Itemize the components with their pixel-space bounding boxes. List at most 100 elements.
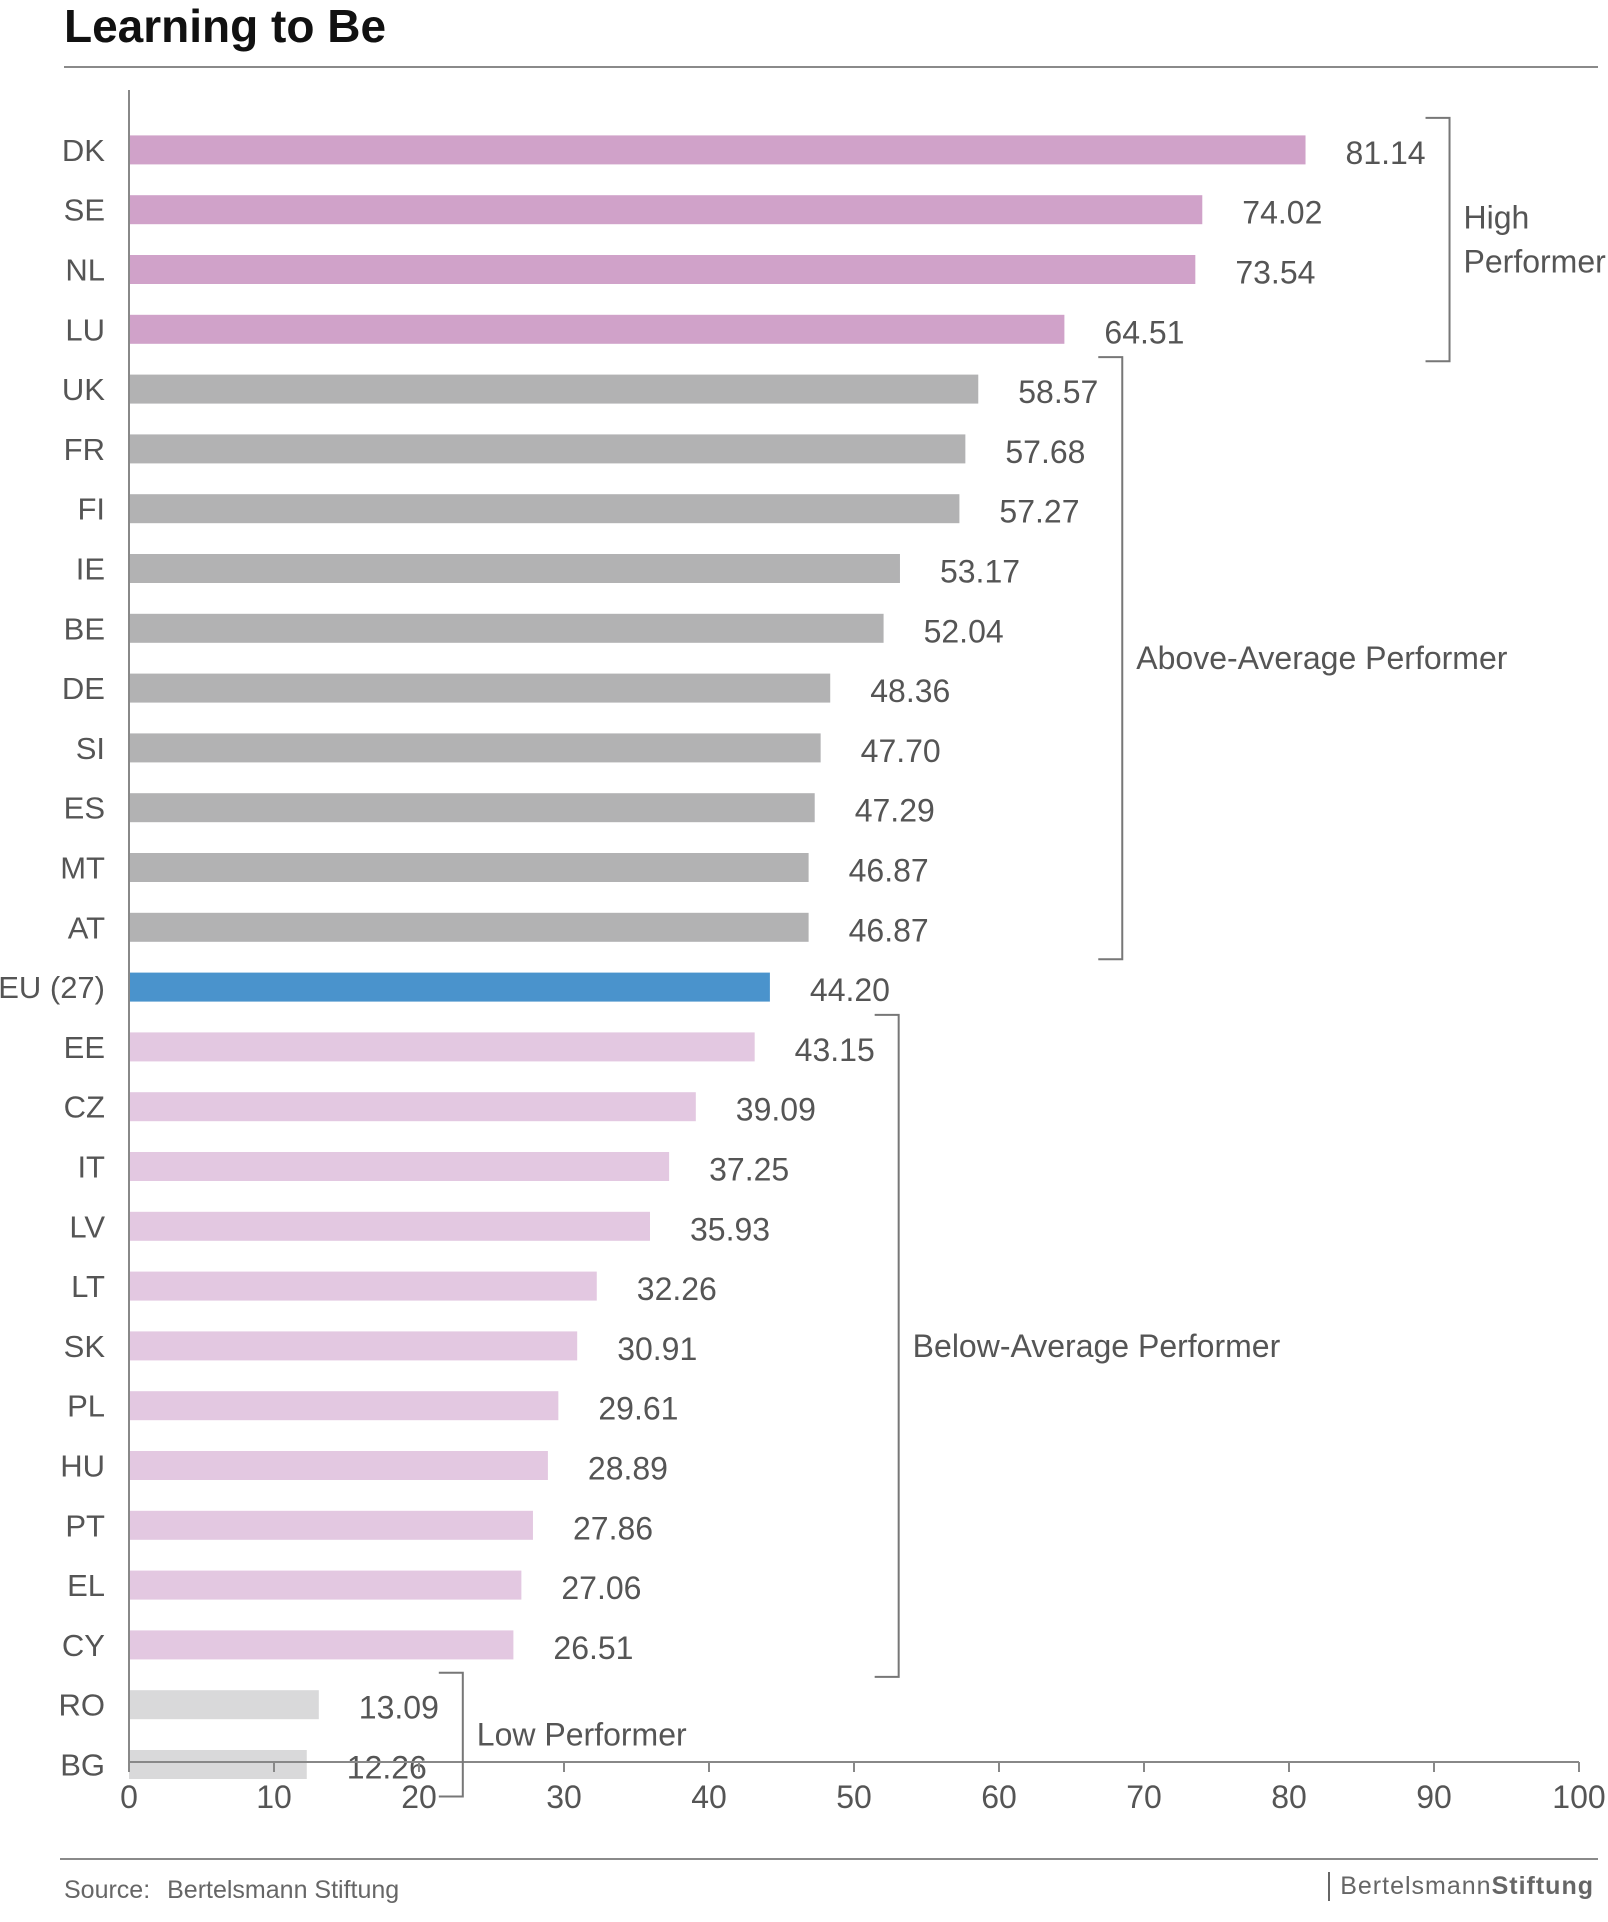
bar [129, 1152, 670, 1181]
group-bracket [1098, 356, 1124, 961]
value-label: 48.36 [870, 673, 950, 709]
value-label: 64.51 [1104, 314, 1184, 350]
value-label: 30.91 [617, 1331, 697, 1367]
value-label: 39.09 [736, 1092, 816, 1128]
brand-part1: Bertelsmann [1340, 1872, 1492, 1900]
category-label: DK [62, 133, 105, 168]
bar [129, 314, 1065, 344]
bar [129, 673, 831, 703]
value-label: 13.09 [359, 1690, 439, 1726]
value-label: 53.17 [940, 554, 1020, 590]
value-label: 26.51 [553, 1630, 633, 1666]
category-label: CZ [64, 1090, 105, 1125]
category-label: IE [76, 552, 105, 587]
bar [129, 1331, 578, 1361]
x-tick-label: 100 [1552, 1779, 1605, 1815]
bar [129, 1570, 522, 1600]
bar [129, 1271, 597, 1301]
category-label: PL [67, 1389, 105, 1424]
bar [129, 494, 960, 524]
value-label: 46.87 [849, 853, 929, 889]
bar [129, 972, 770, 1002]
value-label: 32.26 [637, 1271, 717, 1307]
group-label: Low Performer [477, 1717, 687, 1753]
bar [129, 1750, 307, 1779]
category-label: LV [69, 1209, 105, 1244]
bar [129, 1510, 533, 1540]
value-label: 47.70 [861, 733, 941, 769]
bar [129, 1032, 755, 1062]
category-label: BE [64, 611, 105, 646]
category-label: LU [65, 312, 105, 347]
bar [129, 1630, 514, 1660]
chart-title: Learning to Be [64, 0, 387, 52]
bar [129, 374, 979, 404]
category-label: SI [76, 731, 105, 766]
bar [129, 1211, 650, 1241]
x-tick-label: 20 [401, 1779, 437, 1815]
x-tick-label: 10 [256, 1779, 292, 1815]
source-text: Bertelsmann Stiftung [167, 1876, 400, 1904]
group-label: High [1464, 200, 1530, 236]
x-tick-label: 30 [546, 1779, 582, 1815]
value-label: 58.57 [1018, 374, 1098, 410]
category-label: DE [62, 671, 105, 706]
category-label: HU [60, 1449, 105, 1484]
value-label: 81.14 [1346, 135, 1426, 171]
bar [129, 1451, 548, 1480]
bar [129, 434, 966, 464]
value-label: 73.54 [1235, 255, 1315, 291]
value-label: 46.87 [849, 912, 929, 948]
brand-part2: Stiftung [1491, 1872, 1594, 1900]
bar [129, 135, 1306, 165]
x-tick-label: 50 [836, 1779, 872, 1815]
brand-logo: BertelsmannStiftung [1328, 1872, 1594, 1901]
x-tick-label: 90 [1416, 1779, 1452, 1815]
bar [129, 793, 815, 823]
bar [129, 255, 1196, 284]
title-rule [64, 66, 1598, 68]
category-label: EE [64, 1030, 105, 1065]
category-label: CY [62, 1628, 105, 1663]
category-label: SE [64, 193, 105, 228]
bar [129, 1092, 696, 1122]
value-label: 28.89 [588, 1451, 668, 1487]
value-label: 12.26 [347, 1750, 427, 1786]
source-label: Source: [64, 1876, 151, 1904]
category-label: EU (27) [0, 970, 105, 1005]
group-label: Below-Average Performer [913, 1328, 1281, 1364]
category-label: FR [64, 432, 105, 467]
category-label: ES [64, 791, 105, 826]
category-label: NL [65, 253, 105, 288]
value-label: 57.27 [999, 494, 1079, 530]
value-label: 52.04 [924, 613, 1004, 649]
category-label: MT [60, 851, 105, 886]
value-label: 35.93 [690, 1211, 770, 1247]
group-label: Above-Average Performer [1136, 640, 1507, 676]
value-label: 57.68 [1005, 434, 1085, 470]
x-tick-label: 40 [691, 1779, 727, 1815]
bar-chart: DK 81.14 SE 74.02 NL 73.54 LU 64.51 UK 58.57 FR 57.… [0, 90, 1607, 1815]
x-tick-label: 60 [981, 1779, 1017, 1815]
bar [129, 195, 1203, 225]
value-label: 29.61 [598, 1391, 678, 1427]
bar [129, 853, 809, 882]
x-tick-label: 80 [1271, 1779, 1307, 1815]
group-bracket [1425, 116, 1451, 363]
category-label: IT [77, 1150, 105, 1185]
value-label: 37.25 [709, 1152, 789, 1188]
x-tick-label: 0 [120, 1779, 138, 1815]
bar [129, 733, 821, 763]
value-label: 43.15 [795, 1032, 875, 1068]
group-bracket [874, 1013, 900, 1678]
footer-rule [60, 1858, 1598, 1860]
group-label: Performer [1464, 244, 1607, 280]
category-label: RO [59, 1688, 106, 1723]
x-tick-label: 70 [1126, 1779, 1162, 1815]
category-label: UK [62, 372, 105, 407]
bar [129, 554, 900, 583]
category-label: BG [60, 1748, 105, 1783]
category-label: AT [68, 910, 105, 945]
category-label: PT [65, 1508, 105, 1543]
value-label: 47.29 [855, 793, 935, 829]
